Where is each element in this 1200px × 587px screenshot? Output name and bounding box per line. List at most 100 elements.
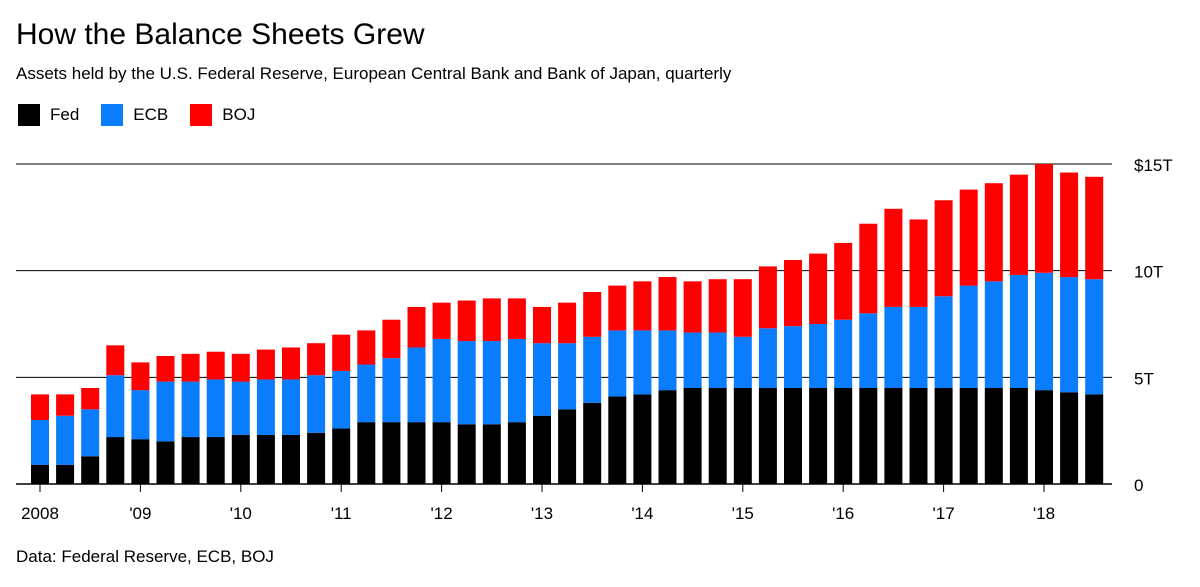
bar-boj bbox=[708, 279, 727, 333]
bar-fed bbox=[1009, 388, 1028, 484]
bar-fed bbox=[507, 422, 526, 484]
bar-boj bbox=[31, 394, 49, 420]
bar-ecb bbox=[984, 281, 1003, 388]
bar-ecb bbox=[81, 409, 100, 457]
bar-ecb bbox=[583, 336, 602, 403]
bar-fed bbox=[658, 390, 677, 484]
bar-ecb bbox=[1085, 279, 1104, 395]
bar-boj bbox=[181, 353, 200, 382]
bar-boj bbox=[758, 266, 777, 329]
bar-fed bbox=[1035, 390, 1053, 484]
bar-fed bbox=[206, 437, 225, 484]
bar-fed bbox=[432, 422, 451, 484]
bar-fed bbox=[959, 388, 978, 484]
bar-ecb bbox=[633, 330, 652, 395]
bar-fed bbox=[457, 424, 476, 484]
bar-boj bbox=[733, 279, 752, 337]
bar-ecb bbox=[106, 375, 125, 438]
bar-ecb bbox=[282, 379, 300, 435]
bar-ecb bbox=[859, 313, 878, 388]
bar-boj bbox=[608, 285, 627, 331]
x-tick-label: '09 bbox=[129, 504, 151, 523]
bar-ecb bbox=[959, 285, 978, 388]
bar-ecb bbox=[758, 328, 777, 388]
bar-ecb bbox=[56, 415, 75, 465]
bar-fed bbox=[834, 388, 853, 484]
bar-ecb bbox=[156, 381, 175, 442]
bar-boj bbox=[206, 351, 225, 380]
bar-fed bbox=[482, 424, 501, 484]
bar-boj bbox=[282, 347, 300, 380]
bar-boj bbox=[633, 281, 652, 331]
bar-fed bbox=[282, 434, 300, 484]
bar-ecb bbox=[909, 306, 928, 388]
y-tick-label: 0 bbox=[1134, 476, 1143, 495]
bar-fed bbox=[106, 437, 125, 484]
bar-fed bbox=[1085, 394, 1104, 484]
bar-boj bbox=[1035, 164, 1053, 273]
bar-boj bbox=[884, 208, 903, 307]
bar-boj bbox=[959, 189, 978, 286]
x-tick-label: '10 bbox=[230, 504, 252, 523]
bar-boj bbox=[357, 330, 376, 365]
bar-boj bbox=[407, 306, 426, 348]
bar-boj bbox=[457, 300, 476, 342]
x-tick-label: 2008 bbox=[21, 504, 59, 523]
bar-fed bbox=[884, 388, 903, 484]
bar-fed bbox=[784, 388, 802, 484]
bar-boj bbox=[809, 253, 828, 324]
bar-fed bbox=[909, 388, 928, 484]
bar-ecb bbox=[884, 306, 903, 388]
bar-ecb bbox=[708, 332, 727, 388]
legend-label-ecb: ECB bbox=[133, 105, 169, 124]
bar-ecb bbox=[307, 375, 326, 433]
bar-fed bbox=[81, 456, 100, 484]
bar-boj bbox=[1009, 174, 1028, 275]
bar-fed bbox=[608, 396, 627, 484]
bar-fed bbox=[984, 388, 1003, 484]
chart-title: How the Balance Sheets Grew bbox=[16, 18, 425, 51]
bar-ecb bbox=[231, 381, 250, 435]
bar-boj bbox=[909, 219, 928, 307]
bar-boj bbox=[658, 277, 677, 331]
x-tick-label: '18 bbox=[1033, 504, 1055, 523]
legend-item-ecb: ECB bbox=[101, 104, 168, 126]
bar-ecb bbox=[206, 379, 225, 438]
bar-boj bbox=[131, 362, 150, 391]
legend-swatch-boj bbox=[190, 104, 213, 126]
bar-fed bbox=[181, 437, 200, 484]
bar-fed bbox=[332, 428, 351, 484]
legend-item-fed: Fed bbox=[18, 104, 79, 126]
bar-fed bbox=[809, 388, 828, 484]
bar-fed bbox=[708, 388, 727, 484]
x-tick-label: '13 bbox=[531, 504, 553, 523]
bar-boj bbox=[533, 306, 551, 344]
bar-boj bbox=[382, 319, 401, 359]
bar-ecb bbox=[784, 326, 802, 388]
bar-boj bbox=[482, 298, 501, 342]
bar-ecb bbox=[256, 379, 275, 435]
bar-fed bbox=[382, 422, 401, 484]
bar-fed bbox=[357, 422, 376, 484]
bar-ecb bbox=[1060, 277, 1079, 393]
bar-boj bbox=[834, 242, 853, 320]
legend-swatch-ecb bbox=[101, 104, 124, 126]
bar-boj bbox=[56, 394, 75, 416]
bar-boj bbox=[934, 200, 953, 297]
x-tick-label: '17 bbox=[933, 504, 955, 523]
bar-ecb bbox=[934, 296, 953, 388]
bar-fed bbox=[558, 409, 577, 484]
bar-ecb bbox=[1035, 272, 1053, 391]
y-tick-label: $15T bbox=[1134, 156, 1173, 175]
bar-fed bbox=[307, 432, 326, 484]
bar-boj bbox=[859, 223, 878, 314]
bar-ecb bbox=[834, 319, 853, 388]
bar-fed bbox=[583, 402, 602, 484]
bar-ecb bbox=[457, 341, 476, 425]
x-tick-label: '11 bbox=[331, 504, 352, 523]
legend-item-boj: BOJ bbox=[190, 104, 255, 126]
bar-boj bbox=[984, 183, 1003, 282]
bar-boj bbox=[1085, 176, 1104, 280]
bar-fed bbox=[859, 388, 878, 484]
